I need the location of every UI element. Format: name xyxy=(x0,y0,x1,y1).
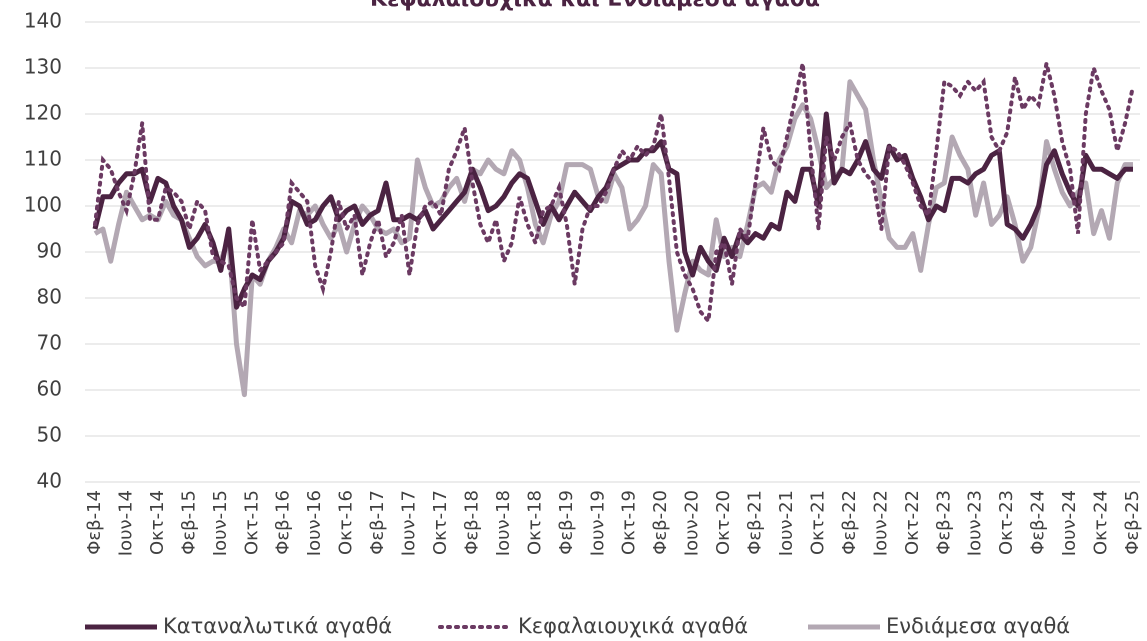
x-tick-label: Φεβ-14 xyxy=(84,490,105,555)
y-tick-label: 100 xyxy=(24,193,62,217)
x-tick-label: Ιουν-18 xyxy=(493,490,514,556)
y-tick-label: 130 xyxy=(24,55,62,79)
x-tick-label: Οκτ-20 xyxy=(713,490,734,555)
y-tick-label: 90 xyxy=(37,239,62,263)
x-tick-label: Φεβ-20 xyxy=(650,490,671,555)
y-tick-label: 50 xyxy=(37,423,62,447)
x-tick-label: Οκτ-22 xyxy=(902,490,923,555)
series-line xyxy=(93,62,1135,326)
x-tick-label: Οκτ-21 xyxy=(807,490,828,555)
x-tick-label: Φεβ-21 xyxy=(745,490,766,555)
x-tick-label: Φεβ-24 xyxy=(1028,490,1049,555)
x-tick-label: Οκτ-14 xyxy=(147,490,168,555)
x-tick-label: Ιουν-17 xyxy=(399,490,420,556)
x-tick-label: Φεβ-19 xyxy=(556,490,577,555)
y-tick-label: 60 xyxy=(37,377,62,401)
x-tick-label: Ιουν-22 xyxy=(870,490,891,556)
x-tick-label: Ιουν-14 xyxy=(115,490,136,556)
y-tick-label: 110 xyxy=(24,147,62,171)
x-tick-label: Φεβ-23 xyxy=(933,490,954,555)
x-tick-label: Οκτ-17 xyxy=(430,490,451,555)
x-tick-label: Οκτ-19 xyxy=(619,490,640,555)
y-tick-label: 80 xyxy=(37,285,62,309)
x-tick-label: Ιουν-19 xyxy=(587,490,608,556)
x-tick-label: Φεβ-16 xyxy=(273,490,294,555)
x-tick-label: Οκτ-23 xyxy=(996,490,1017,555)
x-tick-label: Ιουν-23 xyxy=(965,490,986,556)
y-tick-label: 40 xyxy=(37,469,62,493)
x-tick-label: Οκτ-15 xyxy=(241,490,262,555)
x-tick-label: Οκτ-16 xyxy=(336,490,357,555)
x-tick-label: Ιουν-24 xyxy=(1059,490,1080,556)
x-tick-label: Ιουν-20 xyxy=(682,490,703,556)
legend-label: Κεφαλαιουχικά αγαθά xyxy=(518,614,748,638)
x-tick-label: Ιουν-15 xyxy=(210,490,231,556)
x-tick-label: Φεβ-15 xyxy=(178,490,199,555)
y-tick-label: 70 xyxy=(37,331,62,355)
chart-title: Κεφαλαιουχικά και Ενδιάμεσα αγαθά xyxy=(370,0,820,12)
y-tick-label: 140 xyxy=(24,9,62,33)
x-tick-label: Ιουν-21 xyxy=(776,490,797,556)
x-tick-label: Φεβ-25 xyxy=(1122,490,1143,555)
x-tick-label: Οκτ-18 xyxy=(524,490,545,555)
x-tick-label: Φεβ-22 xyxy=(839,490,860,555)
x-tick-label: Ιουν-16 xyxy=(304,490,325,556)
x-tick-label: Φεβ-17 xyxy=(367,490,388,555)
x-tick-label: Φεβ-18 xyxy=(461,490,482,555)
x-tick-label: Οκτ-24 xyxy=(1091,490,1112,555)
legend-label: Καταναλωτικά αγαθά xyxy=(163,614,392,638)
y-tick-label: 120 xyxy=(24,101,62,125)
legend-label: Ενδιάμεσα αγαθά xyxy=(886,614,1070,638)
